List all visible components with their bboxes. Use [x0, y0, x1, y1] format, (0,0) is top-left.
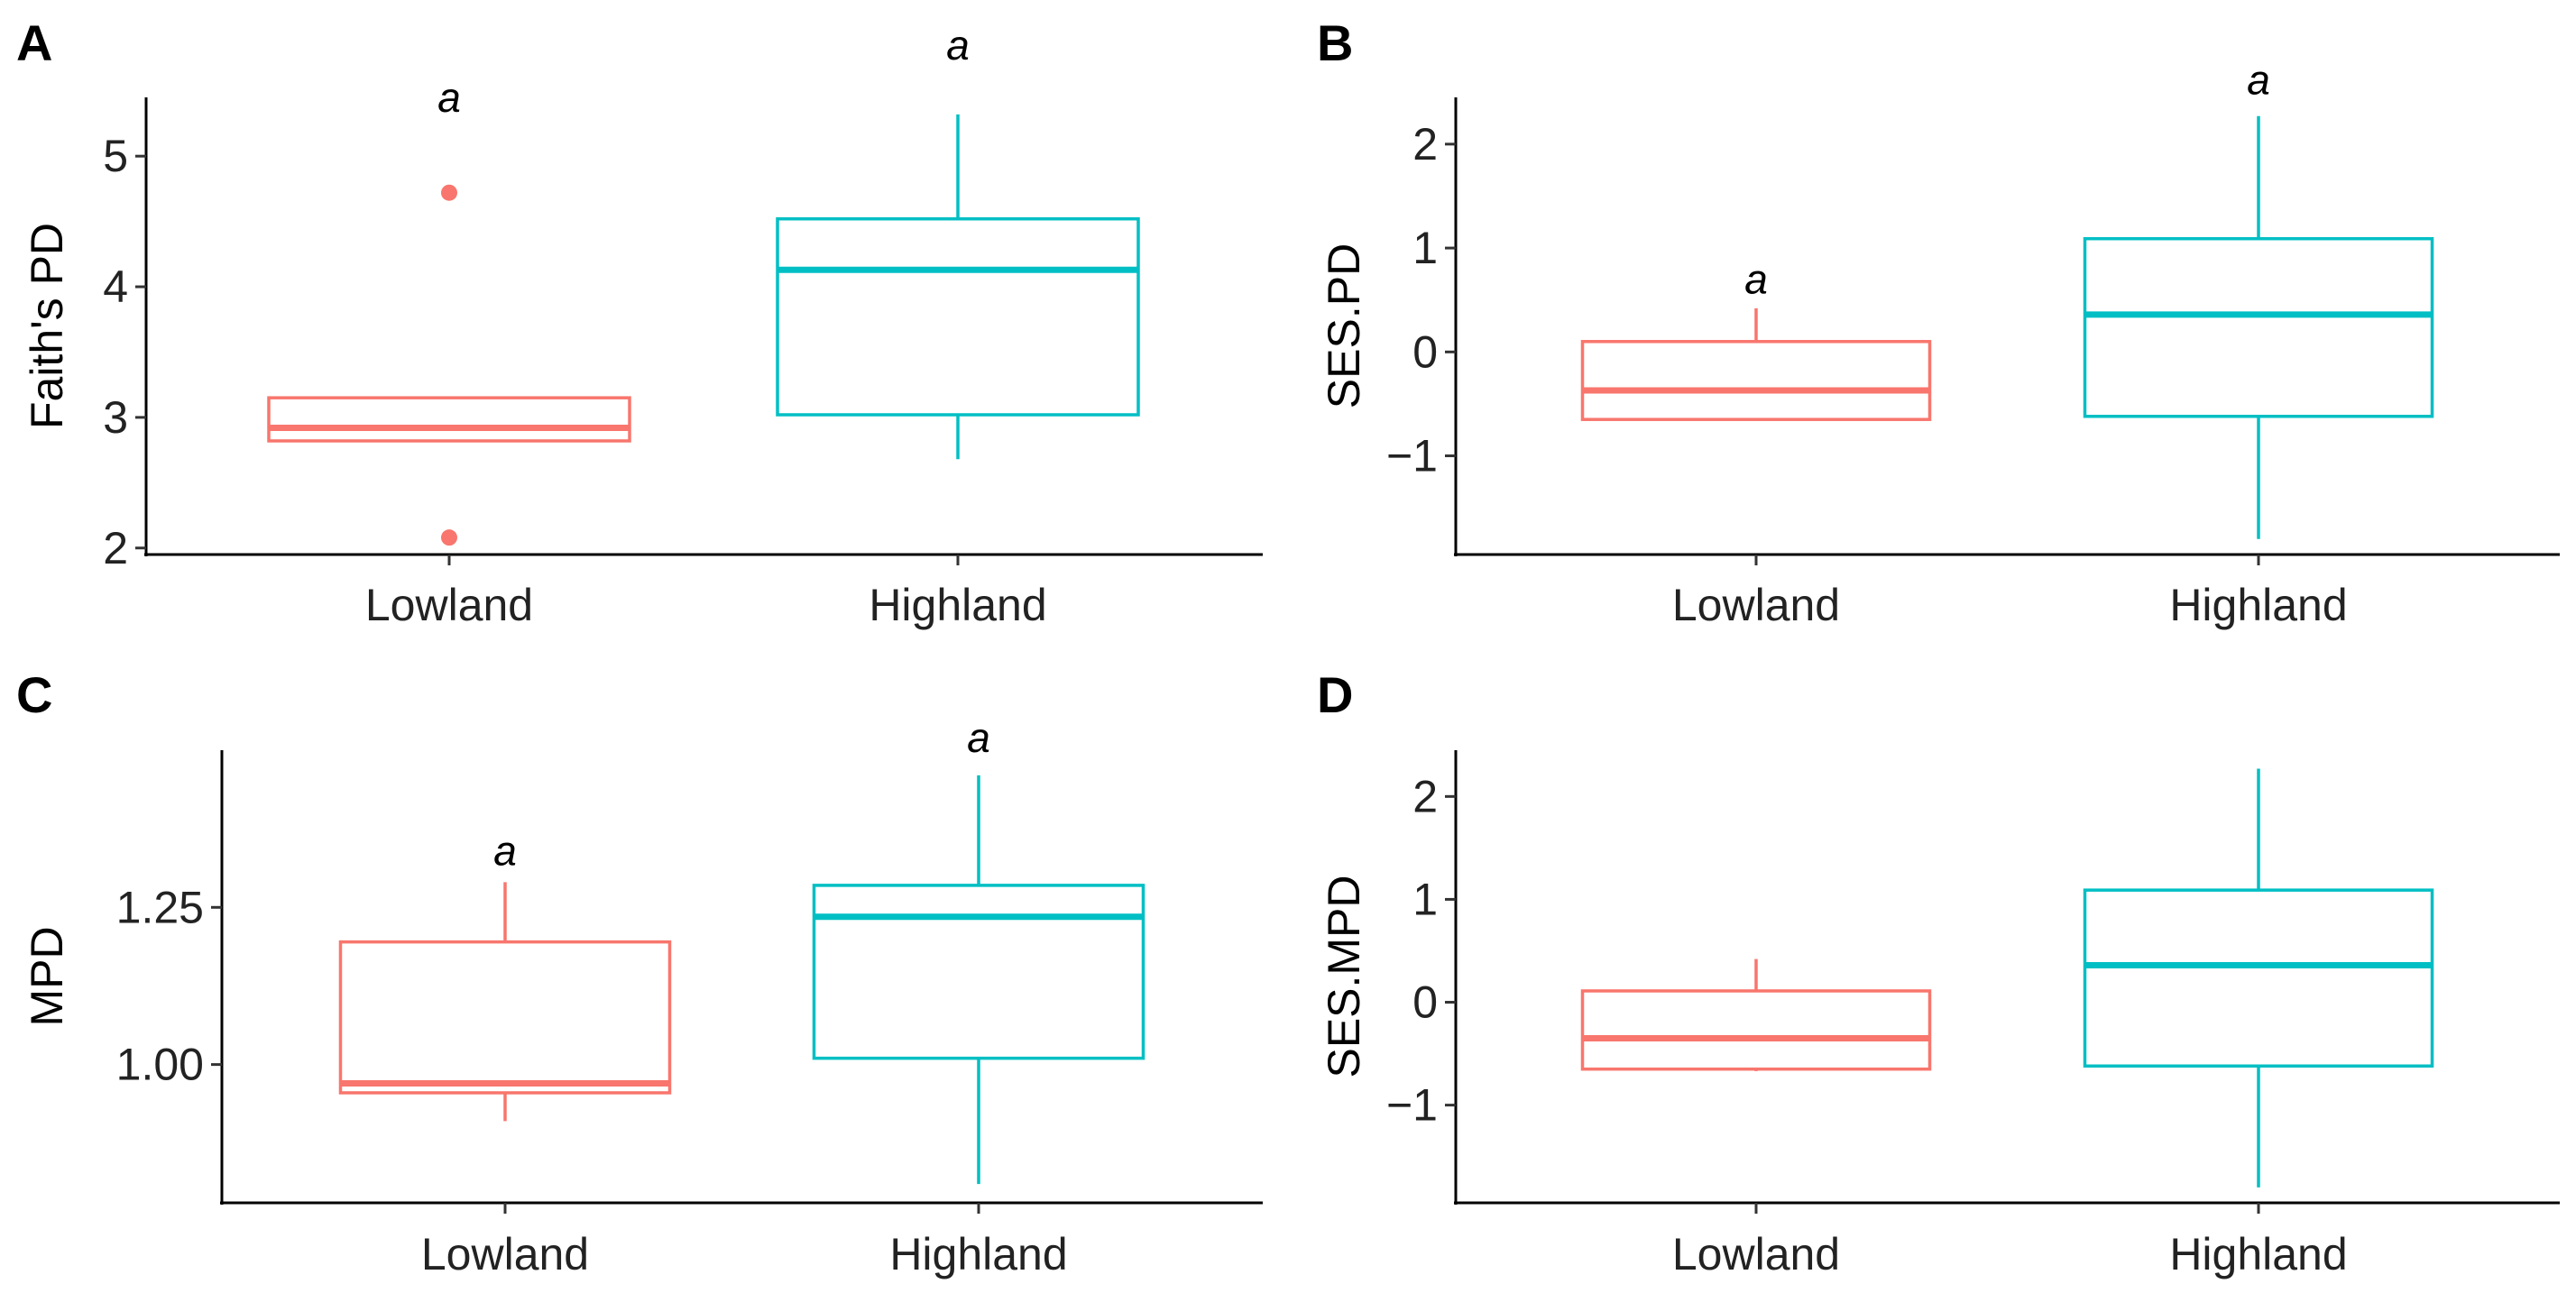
panel-letter: D	[1317, 666, 1353, 723]
y-tick-label: 5	[103, 131, 128, 181]
outlier-point	[441, 529, 457, 546]
iqr-box	[1580, 340, 1932, 421]
box-lowland: a	[1580, 256, 1932, 421]
y-tick-label: 0	[1412, 977, 1438, 1028]
iqr-box	[338, 940, 672, 1095]
significance-letter: a	[437, 74, 461, 121]
x-tick-label: Highland	[889, 1229, 1067, 1279]
significance-letter: a	[2247, 56, 2270, 103]
box-highland: a	[776, 22, 1140, 460]
iqr-box	[2083, 888, 2434, 1068]
box-lowland: a	[338, 828, 672, 1122]
panel-b: B −1 0 1 2 SES.PD Lowland Highland a a	[1317, 14, 2560, 630]
iqr-box	[1580, 989, 1932, 1071]
y-tick-label: 2	[1412, 771, 1438, 821]
y-tick-label: 3	[103, 392, 128, 443]
box-lowland	[1580, 958, 1932, 1071]
significance-letter: a	[1744, 256, 1768, 303]
iqr-box	[812, 884, 1145, 1060]
x-tick-label: Lowland	[1672, 1229, 1840, 1279]
significance-letter: a	[946, 22, 970, 69]
iqr-box	[776, 216, 1140, 417]
y-axis-title: Faith's PD	[22, 223, 72, 429]
y-tick-label: 1	[1412, 223, 1438, 273]
x-tick-label: Lowland	[1672, 580, 1840, 630]
y-tick-label: 4	[103, 261, 128, 312]
y-tick-label: 0	[1412, 326, 1438, 377]
outlier-point	[441, 184, 457, 201]
y-axis-title: MPD	[22, 926, 72, 1026]
panel-letter: C	[16, 666, 52, 723]
iqr-box	[2083, 236, 2434, 418]
panel-letter: A	[16, 14, 52, 71]
x-tick-label: Lowland	[365, 580, 533, 630]
panel-d: D −1 0 1 2 SES.MPD Lowland Highland	[1317, 666, 2560, 1279]
box-lowland: a	[267, 74, 631, 546]
panel-letter: B	[1317, 14, 1353, 71]
y-tick-label: 1.25	[116, 882, 204, 932]
significance-letter: a	[493, 828, 517, 875]
y-axis-title: SES.PD	[1319, 243, 1369, 408]
panel-c: C 1.00 1.25 MPD Lowland Highland a a	[16, 666, 1263, 1279]
box-highland: a	[2083, 56, 2434, 539]
significance-letter: a	[967, 714, 990, 761]
y-tick-label: 1	[1412, 874, 1438, 924]
x-tick-label: Highland	[2169, 580, 2347, 630]
y-tick-label: −1	[1386, 431, 1438, 481]
box-highland: a	[812, 714, 1145, 1185]
panel-a: A 2 3 4 5 Faith's PD Lowland Highland a a	[16, 14, 1263, 630]
iqr-box	[267, 396, 631, 443]
box-highland	[2083, 768, 2434, 1188]
x-tick-label: Highland	[869, 580, 1046, 630]
x-tick-label: Lowland	[421, 1229, 589, 1279]
y-tick-label: 2	[103, 523, 128, 573]
y-axis-title: SES.MPD	[1319, 875, 1369, 1078]
y-tick-label: 2	[1412, 119, 1438, 170]
y-tick-label: 1.00	[116, 1040, 204, 1090]
y-tick-label: −1	[1386, 1080, 1438, 1131]
x-tick-label: Highland	[2169, 1229, 2347, 1279]
